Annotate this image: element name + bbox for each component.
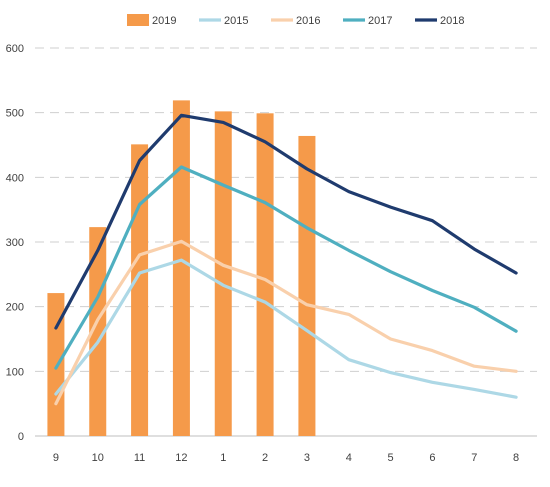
legend-label-2019: 2019 <box>152 15 176 27</box>
y-tick-label: 0 <box>18 431 24 443</box>
bar-series <box>47 100 316 437</box>
y-tick-label: 300 <box>6 237 24 249</box>
bar-2019-3 <box>298 135 316 437</box>
legend: 2019 2015 2016 2017 2018 <box>127 14 464 27</box>
line-series-2017 <box>54 165 518 370</box>
y-axis: 0 100 200 300 400 500 600 <box>6 43 24 443</box>
bar-2019-2 <box>256 113 274 437</box>
line-series-2015 <box>54 258 518 399</box>
x-tick-label: 12 <box>175 452 187 464</box>
legend-label-2016: 2016 <box>296 15 320 27</box>
legend-label-2017: 2017 <box>368 15 392 27</box>
x-tick-label: 10 <box>92 452 104 464</box>
y-tick-label: 200 <box>6 302 24 314</box>
bar-2019-10 <box>89 227 107 436</box>
y-tick-label: 400 <box>6 172 24 184</box>
x-tick-label: 7 <box>471 452 477 464</box>
x-tick-label: 8 <box>513 452 519 464</box>
line-series <box>54 113 518 406</box>
x-axis: 9 10 11 12 1 2 3 4 5 6 7 8 <box>35 435 537 464</box>
x-tick-label: 4 <box>346 452 352 464</box>
bar-2019-11 <box>131 144 149 436</box>
x-tick-label: 6 <box>429 452 435 464</box>
x-tick-label: 1 <box>220 452 226 464</box>
x-tick-label: 2 <box>262 452 268 464</box>
bar-2019-1 <box>214 111 232 436</box>
x-tick-label: 5 <box>388 452 394 464</box>
x-tick-label: 9 <box>53 452 59 464</box>
x-tick-label: 11 <box>134 452 145 464</box>
legend-label-2018: 2018 <box>440 15 464 27</box>
y-tick-label: 500 <box>6 108 24 120</box>
bar-2019-9 <box>47 293 65 436</box>
bar-2019-12 <box>172 100 190 436</box>
line-series-2018 <box>54 113 518 330</box>
legend-label-2015: 2015 <box>224 15 248 27</box>
legend-swatch-2019 <box>127 14 149 26</box>
line-series-2016 <box>54 239 518 406</box>
x-tick-label: 3 <box>304 452 310 464</box>
y-tick-label: 100 <box>6 366 24 378</box>
y-tick-label: 600 <box>6 43 24 55</box>
